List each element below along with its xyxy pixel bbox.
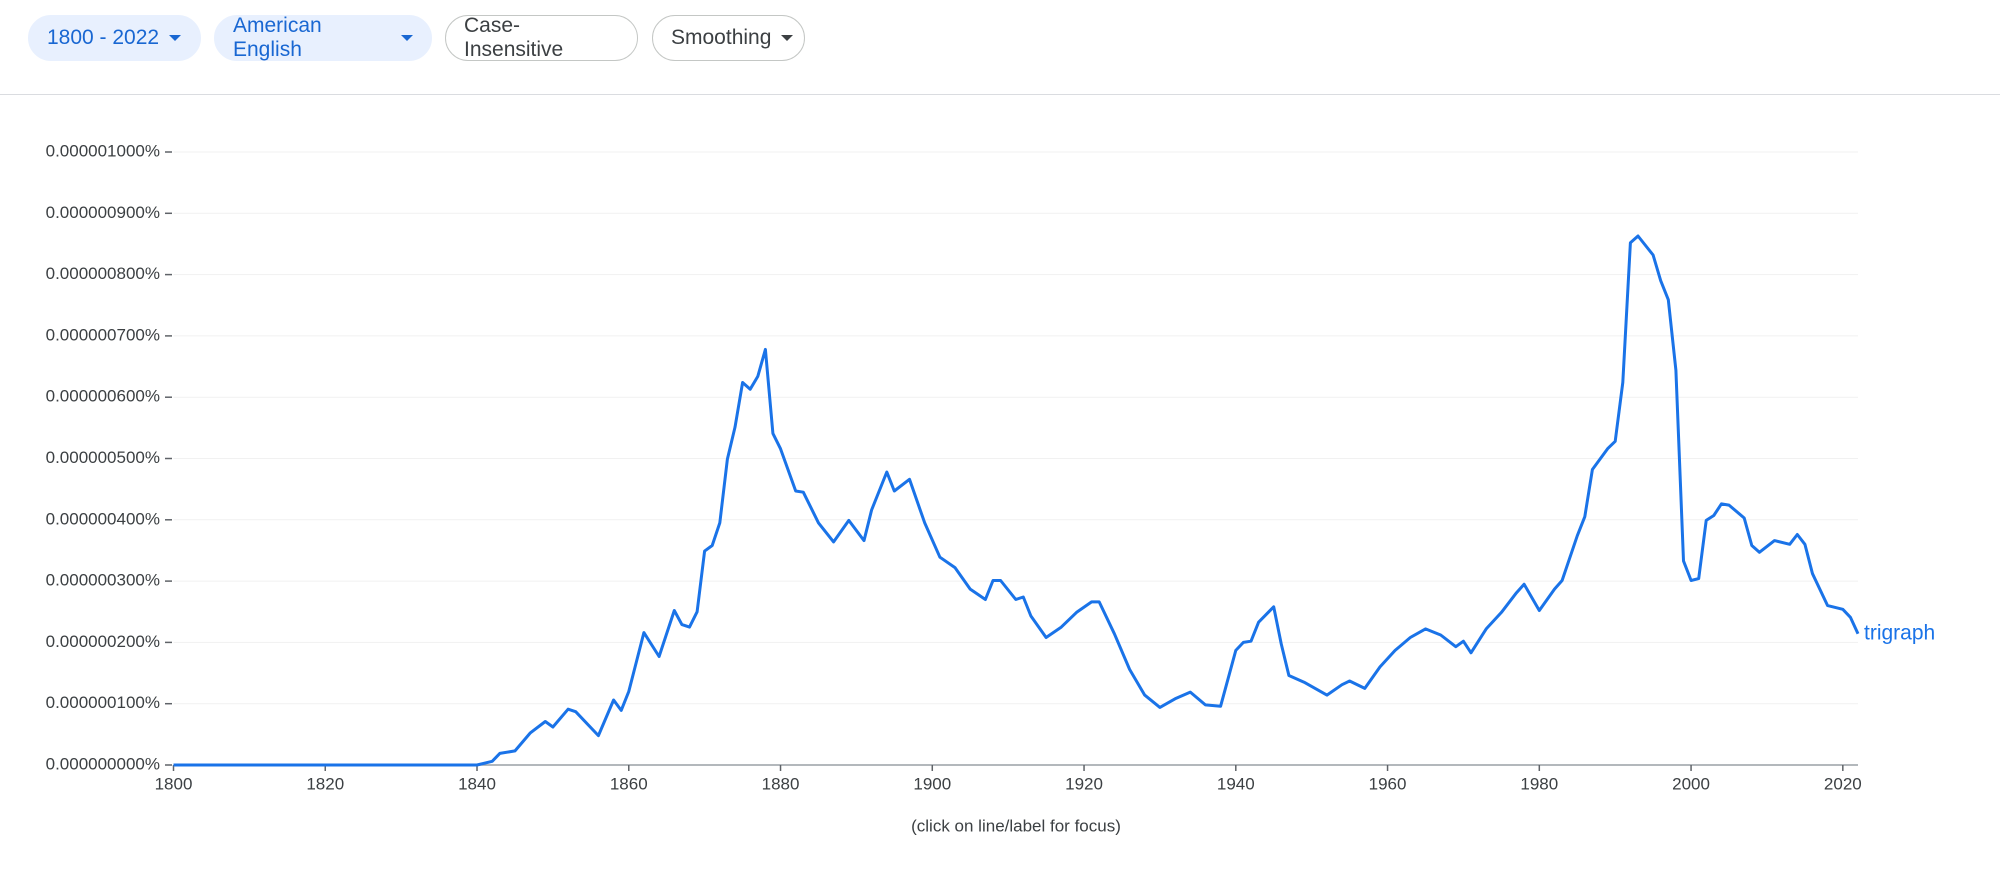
caret	[781, 35, 794, 41]
series-label: trigraph	[1864, 621, 1935, 644]
case-button[interactable]: Case-Insensitive	[445, 14, 638, 61]
x-tick-label: 1840	[458, 774, 496, 793]
y-tick-label: 0.000000600%	[46, 387, 160, 406]
button-label: Smoothing	[671, 26, 772, 49]
x-tick-label: 1920	[1065, 774, 1103, 793]
y-tick-label: 0.000000700%	[46, 325, 160, 344]
x-tick-label: 1900	[913, 774, 951, 793]
x-tick-label: 1980	[1520, 774, 1558, 793]
footer-hint: (click on line/label for focus)	[911, 816, 1121, 835]
x-tick-label: 1880	[762, 774, 800, 793]
x-tick-label: 2000	[1672, 774, 1710, 793]
x-tick-label: 1940	[1217, 774, 1255, 793]
x-tick-label: 1960	[1369, 774, 1407, 793]
x-tick-label: 1800	[155, 774, 193, 793]
smoothing-button[interactable]: Smoothing	[652, 15, 805, 61]
date-range-button[interactable]: 1800 - 2022	[28, 15, 201, 61]
caret	[401, 35, 413, 41]
caret	[169, 35, 182, 41]
series-line	[173, 234, 1860, 767]
separator	[0, 94, 2000, 95]
corpus-button[interactable]: American English	[214, 14, 432, 61]
y-tick-label: 0.000000900%	[46, 203, 160, 222]
button-label: 1800 - 2022	[47, 26, 160, 49]
x-tick-label: 1860	[610, 774, 648, 793]
y-tick-label: 0.000000100%	[46, 693, 160, 712]
button-label: Case-Insensitive	[464, 14, 564, 61]
y-tick-label: 0.000000300%	[46, 571, 160, 590]
y-tick-label: 0.000000400%	[46, 509, 160, 528]
button-label: American English	[233, 14, 322, 61]
y-tick-label: 0.000000800%	[46, 264, 160, 283]
x-tick-label: 1820	[306, 774, 344, 793]
x-tick-label: 2020	[1824, 774, 1862, 793]
y-tick-label: 0.000001000%	[46, 141, 160, 160]
y-tick-label: 0.000000000%	[46, 754, 160, 773]
y-tick-label: 0.000000500%	[46, 448, 160, 467]
y-tick-label: 0.000000200%	[46, 632, 160, 651]
